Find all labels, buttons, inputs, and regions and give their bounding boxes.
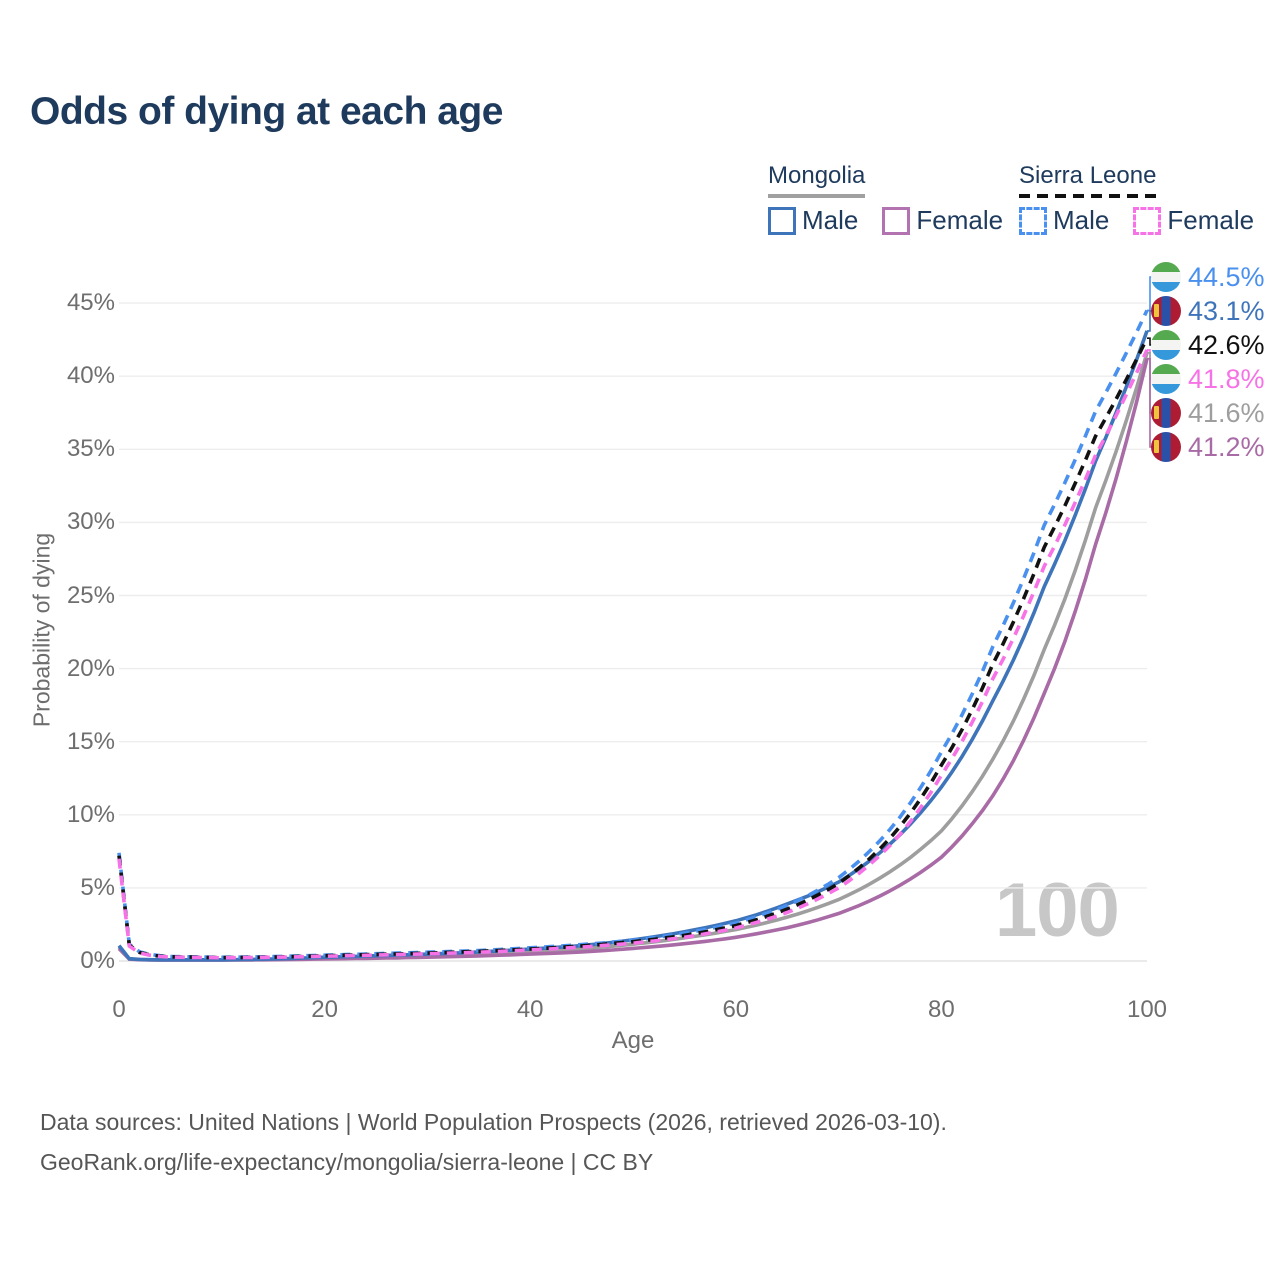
end-label-row-mongolia-female: 41.2%: [1151, 430, 1265, 464]
curve-sierra-leone-both[interactable]: [117, 337, 1149, 960]
y-tick-20%: 20%: [66, 654, 115, 682]
y-tick-30%: 30%: [66, 508, 115, 536]
legend-underline-sierra-leone: [1019, 194, 1157, 198]
sierra-leone-flag-icon: [1151, 330, 1181, 360]
curve-sierra-leone-male[interactable]: [117, 309, 1149, 960]
legend-label-mongolia-male[interactable]: Male: [802, 205, 859, 235]
x-axis-title: Age: [611, 1027, 655, 1054]
sierra-leone-flag-icon: [1151, 262, 1181, 292]
y-tick-35%: 35%: [66, 435, 115, 463]
y-tick-25%: 25%: [66, 581, 115, 609]
end-value-label: 42.6%: [1188, 329, 1265, 360]
y-tick-0%: 0%: [80, 947, 115, 974]
y-tick-5%: 5%: [80, 873, 115, 901]
legend-group-mongolia: Mongolia Male Female: [768, 162, 1027, 236]
soyombo-mark: [1154, 406, 1159, 419]
end-label-row-sierra-leone-female: 41.8%: [1151, 362, 1265, 396]
y-tick-40%: 40%: [66, 362, 115, 390]
soyombo-mark: [1154, 440, 1159, 453]
curve-sierra-leone-female[interactable]: [117, 349, 1149, 960]
x-tick-60: 60: [722, 996, 750, 1023]
end-label-row-sierra-leone-both: 42.6%: [1151, 328, 1265, 362]
legend-country-label: Sierra Leone: [1019, 162, 1157, 189]
footer: Data sources: United Nations | World Pop…: [40, 1102, 947, 1182]
mongolia-flag-icon: [1151, 398, 1181, 428]
legend-label-mongolia-female[interactable]: Female: [916, 205, 1004, 235]
end-value-label: 41.6%: [1188, 397, 1265, 428]
curve-mongolia-both[interactable]: [117, 352, 1149, 962]
age-watermark: 100: [995, 868, 1120, 953]
legend-swatch-sierra-leone-male[interactable]: [1019, 206, 1047, 235]
y-tick-15%: 15%: [66, 727, 115, 755]
end-label-row-mongolia-both: 41.6%: [1151, 396, 1265, 430]
x-tick-0: 0: [112, 996, 126, 1023]
soyombo-mark: [1154, 304, 1159, 317]
sierra-leone-flag-icon: [1151, 364, 1181, 394]
legend-label-sierra-leone-female[interactable]: Female: [1167, 205, 1255, 235]
x-tick-100: 100: [1126, 996, 1168, 1023]
x-tick-40: 40: [516, 996, 544, 1023]
mongolia-flag-icon: [1151, 432, 1181, 462]
legend-swatch-mongolia-male[interactable]: [768, 206, 796, 235]
x-tick-80: 80: [928, 996, 955, 1023]
legend-country-sierra-leone[interactable]: Sierra Leone: [1019, 162, 1157, 198]
end-label-row-mongolia-male: 43.1%: [1151, 294, 1265, 328]
end-value-label: 43.1%: [1188, 295, 1265, 326]
end-value-label: 41.2%: [1188, 431, 1265, 462]
y-tick-45%: 45%: [66, 289, 115, 317]
footer-sources: Data sources: United Nations | World Pop…: [40, 1109, 947, 1135]
page-title: Odds of dying at each age: [30, 90, 503, 133]
legend-swatch-mongolia-female[interactable]: [882, 206, 911, 235]
legend-label-sierra-leone-male[interactable]: Male: [1053, 205, 1110, 235]
mongolia-flag-icon: [1151, 296, 1181, 326]
legend-group-sierra-leone: Sierra Leone Male Female: [1019, 162, 1278, 236]
curve-mongolia-male[interactable]: [117, 330, 1149, 962]
end-label-row-sierra-leone-male: 44.5%: [1151, 260, 1265, 294]
legend-country-mongolia[interactable]: Mongolia: [768, 162, 866, 198]
legend-swatch-sierra-leone-female[interactable]: [1133, 206, 1162, 235]
legend-underline-mongolia: [768, 194, 866, 198]
end-value-label: 41.8%: [1188, 363, 1265, 394]
legend-country-label: Mongolia: [768, 162, 866, 189]
end-value-label: 44.5%: [1188, 261, 1265, 292]
y-tick-10%: 10%: [66, 800, 115, 828]
x-tick-20: 20: [311, 996, 338, 1023]
footer-link[interactable]: GeoRank.org/life-expectancy/mongolia/sie…: [40, 1149, 654, 1175]
